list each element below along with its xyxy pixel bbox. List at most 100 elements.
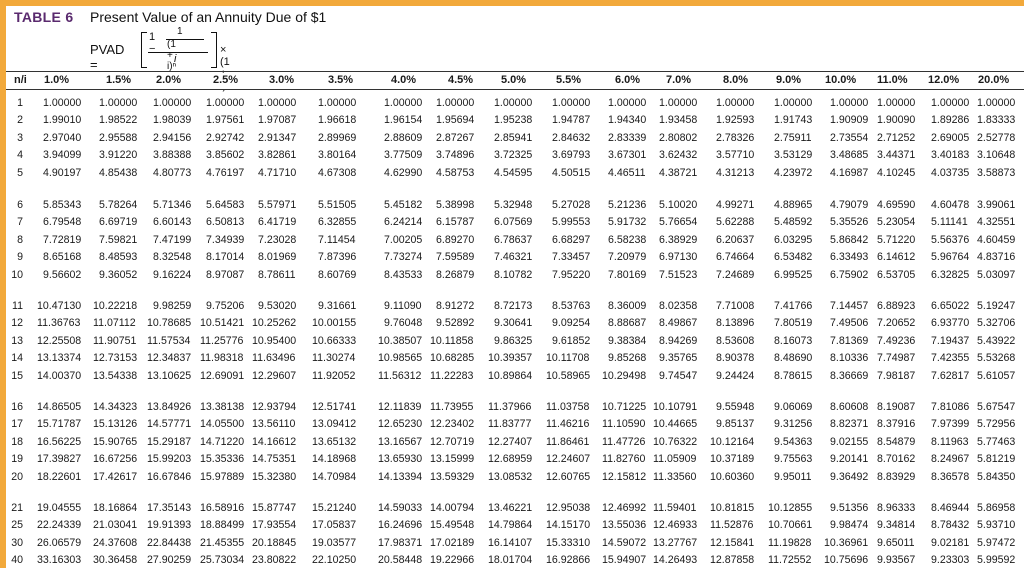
table-cell: 5.77463: [977, 435, 1016, 448]
table-cell: 12.15812: [602, 470, 647, 483]
table-cell: 10.95400: [252, 334, 297, 347]
table-cell: 2.92742: [206, 131, 245, 144]
table-cell: 14.34323: [93, 401, 138, 413]
table-cell: 9.31256: [774, 418, 813, 431]
table-cell: 11.90751: [93, 334, 137, 347]
formula-right-bracket: [211, 32, 217, 68]
table-cell: 6.69719: [99, 216, 138, 229]
table-cell: 7.24689: [716, 268, 755, 281]
table-cell: 5.32948: [494, 199, 533, 211]
table-cell: 16.67846: [147, 470, 192, 483]
table-cell: 4.60459: [977, 233, 1016, 246]
table-cell: 8.90378: [716, 352, 755, 365]
table-cell: 10.71225: [602, 401, 647, 413]
table-row: [6, 501, 1024, 519]
table-cell: 9.54363: [774, 435, 813, 448]
row-period-n: 13: [11, 334, 23, 347]
row-period-n: 15: [11, 369, 23, 382]
table-cell: 3.40183: [931, 149, 970, 162]
table-cell: 12.27407: [488, 435, 533, 448]
table-cell: 1.94340: [608, 114, 647, 127]
table-cell: 4.80773: [153, 166, 192, 179]
table-cell: 4.83716: [977, 251, 1016, 264]
table-cell: 11.63496: [252, 352, 296, 365]
table-cell: 5.64583: [206, 199, 245, 211]
table-cell: 18.16864: [93, 502, 138, 514]
table-cell: 8.17014: [206, 251, 245, 264]
table-cell: 4.38721: [659, 166, 698, 179]
table-cell: 27.90259: [147, 554, 192, 567]
table-cell: 14.75351: [252, 453, 297, 466]
table-cell: 16.14107: [488, 536, 533, 549]
table-cell: 7.62817: [931, 369, 970, 382]
table-cell: 11.92052: [312, 369, 356, 382]
table-cell: 9.98259: [153, 300, 192, 312]
row-period-n: 11: [12, 300, 23, 312]
table-cell: 11.37966: [488, 401, 532, 413]
formula-main-fraction-line: [148, 52, 208, 53]
column-header-rate: 1.5%: [106, 74, 132, 86]
table-cell: 14.16612: [252, 435, 297, 448]
table-cell: 9.20141: [830, 453, 869, 466]
table-cell: 8.16073: [774, 334, 813, 347]
table-cell: 3.10648: [977, 149, 1016, 162]
table-cell: 12.95038: [546, 502, 591, 514]
table-cell: 1.93458: [659, 114, 698, 127]
table-cell: 4.71710: [258, 166, 297, 179]
table-cell: 1.95238: [494, 114, 533, 127]
table-cell: 17.93554: [252, 519, 297, 532]
table-cell: 2.97040: [43, 131, 82, 144]
table-cell: 7.14457: [830, 300, 869, 312]
table-cell: 3.80164: [318, 149, 357, 162]
table-cell: 8.36669: [830, 369, 869, 382]
table-cell: 7.42355: [931, 352, 970, 365]
table-cell: 9.85268: [608, 352, 647, 365]
table-cell: 2.84632: [552, 131, 591, 144]
row-period-n: 17: [11, 418, 23, 431]
table-cell: 5.62288: [716, 216, 755, 229]
table-cell: 8.10336: [830, 352, 869, 365]
table-cell: 13.09412: [312, 418, 357, 431]
table-cell: 9.06069: [774, 401, 813, 413]
table-cell: 1.00000: [608, 97, 647, 109]
table-cell: 4.62990: [384, 166, 423, 179]
table-cell: 7.33457: [552, 251, 591, 264]
table-cell: 3.91220: [99, 149, 138, 162]
table-cell: 9.65011: [877, 536, 915, 549]
table-cell: 13.27767: [653, 536, 698, 549]
table-cell: 1.96154: [384, 114, 423, 127]
table-cell: 12.87858: [710, 554, 755, 567]
column-header-rate: 2.5%: [213, 74, 239, 86]
table-title: Present Value of an Annuity Due of $1: [90, 9, 327, 25]
table-cell: 8.48690: [774, 352, 813, 365]
table-cell: 5.61057: [977, 369, 1016, 382]
table-cell: 14.86505: [37, 401, 82, 413]
table-cell: 13.65132: [312, 435, 357, 448]
table-cell: 5.35526: [830, 216, 869, 229]
table-cell: 8.54879: [877, 435, 916, 448]
table-cell: 10.38507: [378, 334, 423, 347]
table-cell: 5.91732: [608, 216, 647, 229]
table-cell: 8.43533: [384, 268, 423, 281]
table-cell: 9.86325: [494, 334, 533, 347]
table-cell: 15.21240: [312, 502, 357, 514]
table-cell: 12.34837: [147, 352, 192, 365]
table-cell: 1.00000: [552, 97, 591, 109]
table-cell: 10.11858: [430, 334, 474, 347]
table-cell: 1.97561: [206, 114, 245, 127]
table-row: [6, 368, 1024, 386]
table-cell: 7.80169: [608, 268, 647, 281]
table-cell: 4.16987: [830, 166, 869, 179]
table-cell: 3.72325: [494, 149, 533, 162]
column-header-rate: 20.0%: [978, 74, 1010, 86]
table-cell: 11.30274: [312, 352, 356, 365]
row-period-n: 30: [11, 536, 23, 549]
table-cell: 7.46321: [494, 251, 533, 264]
table-cell: 7.47199: [153, 233, 192, 246]
row-period-n: 4: [17, 149, 23, 162]
table-cell: 13.13374: [37, 352, 82, 365]
table-cell: 19.04555: [37, 502, 82, 514]
table-cell: 10.70661: [768, 519, 813, 532]
table-cell: 11.73955: [430, 401, 474, 413]
table-cell: 9.02181: [931, 536, 970, 549]
